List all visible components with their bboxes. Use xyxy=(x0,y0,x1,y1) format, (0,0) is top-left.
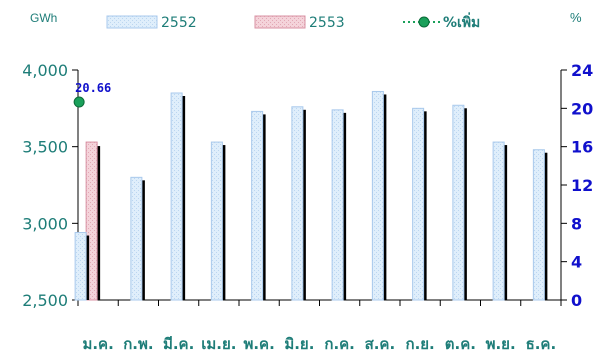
category-label: ส.ค. xyxy=(365,335,396,353)
bar-2553 xyxy=(85,141,98,301)
right-unit-label: % xyxy=(570,10,582,25)
growth-point xyxy=(73,96,85,108)
legend-label-2553: 2553 xyxy=(309,15,345,31)
left-tick-label: 4,000 xyxy=(22,61,68,80)
bar-2552 xyxy=(452,104,465,301)
growth-point-label: 20.66 xyxy=(75,81,111,95)
right-tick-label: 16 xyxy=(571,138,593,157)
legend-item-2553: 2553 xyxy=(254,15,345,31)
category-label: ก.ค. xyxy=(324,335,355,353)
legend-marker-growth xyxy=(418,16,430,28)
left-tick-label: 3,000 xyxy=(22,214,68,233)
bar-2552 xyxy=(170,92,183,301)
category-label: มิ.ย. xyxy=(284,335,314,353)
right-tick-label: 12 xyxy=(571,176,593,195)
right-tick-label: 4 xyxy=(571,253,582,272)
category-label: ก.พ. xyxy=(123,335,153,353)
legend-label-growth: %เพิ่ม xyxy=(443,12,480,31)
bar-2552 xyxy=(74,232,87,301)
plot-area: 2,500 3,000 3,500 4,000 0 4 8 12 16 20 24 ม.ค. ก.พ. ม… xyxy=(22,61,593,353)
category-label: มี.ค. xyxy=(163,335,194,353)
left-tick-label: 3,500 xyxy=(22,138,68,157)
category-label: ต.ค. xyxy=(445,335,476,353)
legend-swatch-2553 xyxy=(254,15,306,29)
category-label: พ.ย. xyxy=(486,335,516,353)
bar-2552 xyxy=(412,107,425,301)
category-label: พ.ค. xyxy=(243,335,274,353)
right-tick-label: 20 xyxy=(571,99,593,118)
left-unit-label: GWh xyxy=(30,11,57,25)
bar-2552 xyxy=(331,109,344,301)
bar-2552 xyxy=(130,176,143,301)
legend-label-2552: 2552 xyxy=(161,15,197,31)
bar-2552 xyxy=(492,141,505,301)
category-label: ธ.ค. xyxy=(526,335,557,353)
legend-item-2552: 2552 xyxy=(106,15,197,31)
bar-2552 xyxy=(251,110,264,301)
legend-item-growth: %เพิ่ม xyxy=(403,12,480,31)
bar-2552 xyxy=(291,106,304,301)
bar-2552 xyxy=(210,141,223,301)
left-tick-label: 2,500 xyxy=(22,291,68,310)
bar-2552 xyxy=(532,149,545,301)
legend-swatch-2552 xyxy=(106,15,158,29)
category-label: ก.ย. xyxy=(405,335,434,353)
right-tick-label: 24 xyxy=(571,61,593,80)
right-tick-label: 8 xyxy=(571,214,582,233)
legend: GWh 2552 2553 %เพิ่ม % xyxy=(30,10,582,31)
category-label: ม.ค. xyxy=(82,335,113,353)
category-label: เม.ย. xyxy=(201,335,236,353)
bar-2552 xyxy=(371,90,384,301)
right-tick-label: 0 xyxy=(571,291,582,310)
